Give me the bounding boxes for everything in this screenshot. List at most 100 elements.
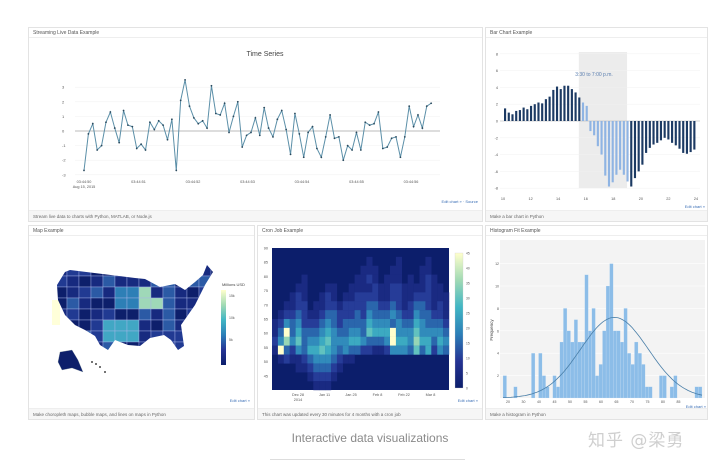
heatmap-cell	[277, 319, 284, 329]
heatmap-cell	[401, 336, 408, 346]
data-point	[192, 116, 195, 119]
edit-chart-link[interactable]: Edit chart »	[458, 398, 479, 403]
heatmap-cell	[443, 327, 450, 337]
colorbar-tick-label: 15	[466, 342, 470, 346]
colorbar-tick-label: 5	[466, 372, 468, 376]
bar	[637, 121, 640, 172]
state	[150, 330, 164, 343]
histogram-bar	[637, 353, 642, 399]
data-point	[131, 125, 134, 128]
data-point	[417, 114, 419, 116]
heatmap-cell	[342, 345, 349, 355]
heatmap-cell	[395, 319, 402, 329]
heatmap-cell	[372, 265, 379, 275]
data-point	[289, 153, 292, 156]
heatmap-cell	[313, 310, 320, 320]
state	[186, 341, 200, 350]
bar	[563, 85, 566, 121]
x-tick-label: Feb 22	[398, 393, 410, 397]
state	[186, 275, 200, 288]
bar	[674, 121, 677, 146]
histogram-bar	[609, 263, 614, 399]
heatmap-cell	[395, 265, 402, 275]
heatmap-cell	[272, 319, 279, 329]
heatmap-cell	[301, 301, 308, 311]
edit-chart-link[interactable]: Edit chart » · Source	[442, 199, 479, 204]
colorbar-tick-label: 15k	[229, 294, 235, 298]
state	[126, 341, 140, 350]
bar	[581, 102, 585, 121]
state	[78, 265, 92, 277]
heatmap-cell	[272, 327, 279, 337]
x-tick-label: 85	[677, 400, 681, 404]
edit-chart-link[interactable]: Edit chart »	[686, 404, 707, 409]
heatmap-cell	[313, 319, 320, 329]
heatmap-cell	[307, 310, 314, 320]
heatmap-cell	[366, 301, 373, 311]
edit-chart-link[interactable]: Edit chart »	[685, 204, 706, 209]
heatmap-cell	[401, 301, 408, 311]
data-point	[329, 114, 331, 116]
heatmap-cell	[431, 283, 438, 293]
heatmap-cell	[437, 310, 444, 320]
heatmap-cell	[425, 292, 432, 302]
heatmap-cell	[319, 381, 326, 391]
heatmap-cell	[425, 319, 432, 329]
y-tick-label: 80	[264, 275, 268, 279]
colorbar	[454, 252, 464, 389]
state	[90, 308, 104, 321]
heatmap-cell	[443, 336, 450, 346]
california-highlight	[52, 300, 60, 325]
heatmap-cell	[336, 301, 343, 311]
heatmap-cell	[390, 319, 397, 329]
state	[150, 275, 164, 288]
alaska	[57, 349, 84, 373]
heatmap-cell	[325, 354, 332, 364]
hawaii	[91, 361, 93, 363]
y-tick-label: -1	[62, 143, 66, 148]
histogram-bar	[634, 341, 639, 399]
y-tick-label: 6	[497, 329, 499, 333]
data-point	[241, 146, 244, 148]
x-tick-label: 24	[694, 197, 698, 201]
state	[162, 275, 176, 288]
heatmap-cell	[407, 327, 414, 337]
data-point	[175, 169, 178, 172]
bar	[611, 121, 614, 183]
heatmap-cell	[283, 319, 290, 329]
heatmap-cell	[336, 319, 343, 329]
heatmap-cell	[331, 283, 338, 293]
heatmap-cell	[325, 310, 332, 320]
bar	[544, 99, 547, 121]
heatmap-cell	[407, 345, 414, 355]
data-point	[298, 133, 301, 135]
colorbar-tick-label: 0	[466, 387, 468, 391]
state	[78, 330, 92, 343]
data-point	[294, 112, 296, 115]
state	[90, 319, 104, 332]
states	[57, 265, 213, 350]
state	[162, 265, 176, 277]
heatmap-cell	[272, 336, 279, 346]
data-point	[359, 149, 362, 151]
heatmap-cell	[354, 301, 361, 311]
colorbar-tick-label: 20	[466, 327, 470, 331]
heatmap-cell	[313, 336, 320, 346]
data-point	[280, 109, 283, 112]
heatmap-cell	[295, 292, 302, 302]
heatmap-cell	[425, 345, 432, 355]
heatmap-cell	[401, 327, 408, 337]
heatmap-cell	[289, 345, 296, 355]
heatmap-cell	[431, 274, 438, 284]
histogram-bar	[616, 330, 621, 399]
y-tick-label: 85	[264, 261, 268, 265]
state	[186, 265, 200, 277]
state	[162, 341, 176, 350]
state	[57, 275, 68, 288]
edit-chart-link[interactable]: Edit chart »	[230, 398, 251, 403]
data-point	[96, 149, 99, 151]
data-point	[210, 84, 213, 87]
histogram-bar	[541, 375, 546, 399]
heatmap-cell	[384, 301, 391, 311]
colorbar-tick-label: 10	[466, 357, 470, 361]
